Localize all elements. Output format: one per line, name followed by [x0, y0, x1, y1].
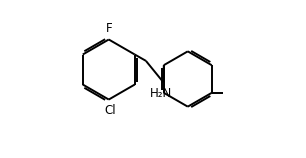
Text: H₂N: H₂N [150, 87, 172, 100]
Text: Cl: Cl [105, 104, 116, 117]
Text: F: F [106, 22, 112, 35]
